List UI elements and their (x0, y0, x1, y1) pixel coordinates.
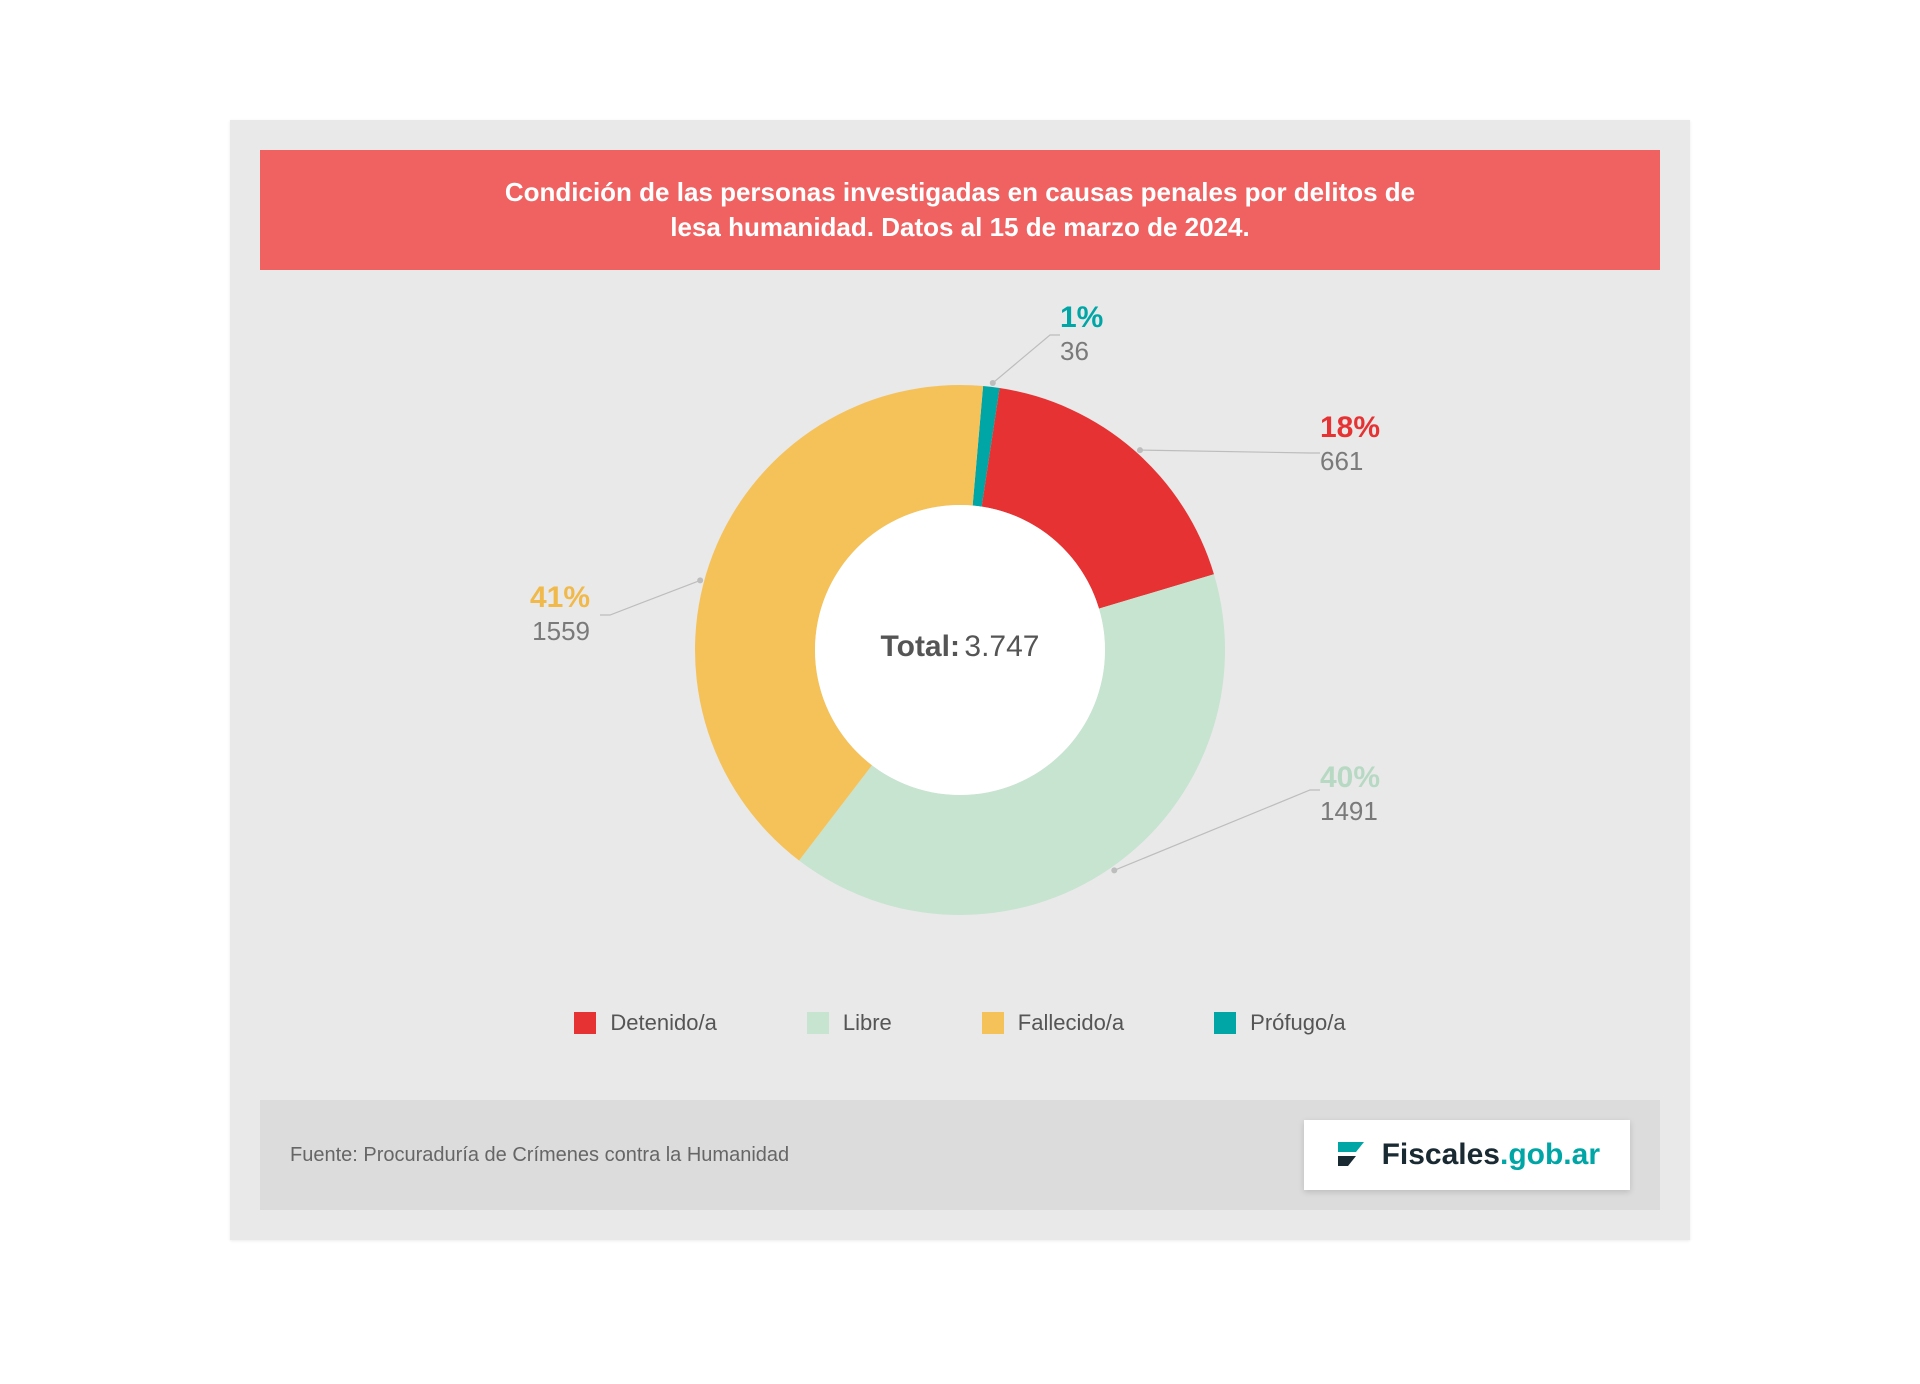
legend-label: Libre (843, 1010, 892, 1036)
title-bar: Condición de las personas investigadas e… (260, 150, 1660, 270)
canvas: Condición de las personas investigadas e… (0, 0, 1920, 1384)
chart-center-label: Total: 3.747 (840, 630, 1080, 664)
callout-fallecido: 41%1559 (530, 580, 590, 647)
logo-text-dark: Fiscales (1382, 1138, 1500, 1171)
callout-value: 1559 (530, 616, 590, 647)
callout-value: 36 (1060, 336, 1103, 367)
total-value: 3.747 (964, 630, 1039, 663)
legend-swatch (1214, 1012, 1236, 1034)
legend-label: Detenido/a (610, 1010, 716, 1036)
logo-icon (1334, 1138, 1368, 1172)
callout-libre: 40%1491 (1320, 760, 1380, 827)
callout-percent: 40% (1320, 760, 1380, 796)
callout-percent: 18% (1320, 410, 1380, 446)
leader-line-profugo (993, 335, 1060, 383)
legend-swatch (982, 1012, 1004, 1034)
callout-profugo: 1%36 (1060, 300, 1103, 367)
legend: Detenido/a Libre Fallecido/a Prófugo/a (230, 1010, 1690, 1036)
leader-line-fallecido (600, 580, 700, 615)
legend-label: Fallecido/a (1018, 1010, 1124, 1036)
logo-badge: Fiscales.gob.ar (1304, 1120, 1630, 1190)
logo-text-teal: .gob.ar (1500, 1138, 1600, 1171)
callout-value: 661 (1320, 446, 1380, 477)
footer-bar: Fuente: Procuraduría de Crímenes contra … (260, 1100, 1660, 1210)
callout-value: 1491 (1320, 796, 1380, 827)
source-text: Fuente: Procuraduría de Crímenes contra … (290, 1144, 789, 1167)
legend-swatch (807, 1012, 829, 1034)
callout-percent: 41% (530, 580, 590, 616)
leader-line-detenido (1140, 450, 1320, 453)
title-line1: Condición de las personas investigadas e… (505, 177, 1415, 207)
legend-swatch (574, 1012, 596, 1034)
infographic-panel: Condición de las personas investigadas e… (230, 120, 1690, 1240)
legend-item: Fallecido/a (982, 1010, 1124, 1036)
title-line2: lesa humanidad. Datos al 15 de marzo de … (670, 212, 1249, 242)
legend-label: Prófugo/a (1250, 1010, 1345, 1036)
callout-percent: 1% (1060, 300, 1103, 336)
callout-detenido: 18%661 (1320, 410, 1380, 477)
legend-item: Prófugo/a (1214, 1010, 1345, 1036)
legend-item: Detenido/a (574, 1010, 716, 1036)
logo-text: Fiscales.gob.ar (1382, 1138, 1600, 1172)
legend-item: Libre (807, 1010, 892, 1036)
donut-chart: Total: 3.747 1%36 18%661 40%1491 41%1559 (230, 290, 1690, 990)
total-label: Total: (881, 630, 960, 663)
title-text: Condición de las personas investigadas e… (505, 175, 1415, 245)
